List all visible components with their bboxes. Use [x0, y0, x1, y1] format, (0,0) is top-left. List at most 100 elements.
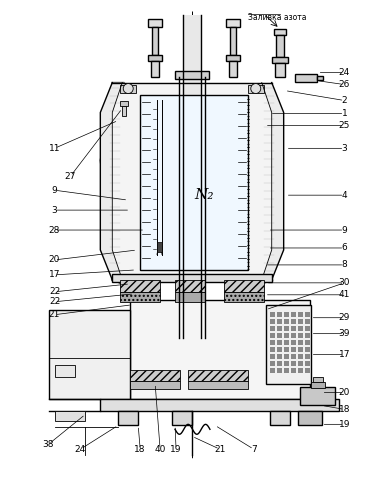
Bar [224, 280, 264, 292]
Bar [284, 326, 289, 331]
Bar [305, 326, 310, 331]
Text: 25: 25 [339, 121, 350, 130]
Bar [277, 312, 282, 317]
Bar [291, 312, 296, 317]
Bar [272, 57, 288, 63]
Bar [284, 319, 289, 324]
Text: 17: 17 [49, 270, 60, 279]
Polygon shape [262, 83, 284, 280]
Bar [298, 368, 303, 372]
Bar [277, 333, 282, 337]
Bar [277, 360, 282, 366]
Bar [56, 364, 75, 376]
Text: 6: 6 [342, 243, 347, 252]
Bar [112, 274, 272, 282]
Bar [120, 292, 160, 302]
Bar [305, 368, 310, 372]
Text: 21: 21 [49, 310, 60, 319]
Bar [100, 399, 339, 411]
Bar [270, 411, 290, 425]
Bar [270, 347, 275, 351]
Bar [298, 411, 321, 425]
Bar [270, 333, 275, 337]
Bar [298, 347, 303, 351]
Bar [311, 383, 324, 388]
Bar [277, 354, 282, 359]
Text: 3: 3 [342, 144, 347, 153]
Bar [270, 319, 275, 324]
Bar [175, 292, 205, 302]
Text: 7: 7 [251, 445, 257, 454]
Bar [120, 100, 128, 107]
Bar [305, 340, 310, 345]
Bar [229, 60, 237, 77]
Text: 3: 3 [51, 205, 57, 215]
Text: 11: 11 [49, 144, 60, 153]
Circle shape [123, 84, 133, 94]
Bar [270, 354, 275, 359]
Bar [130, 300, 310, 399]
Text: 30: 30 [339, 278, 350, 288]
Bar [284, 354, 289, 359]
Bar [277, 319, 282, 324]
Bar [284, 368, 289, 372]
Bar [298, 312, 303, 317]
Polygon shape [100, 83, 122, 280]
Bar [316, 75, 323, 80]
Text: 39: 39 [339, 329, 350, 338]
Bar [152, 27, 158, 55]
Text: 24: 24 [339, 68, 350, 77]
Text: 22: 22 [49, 297, 60, 306]
Bar [277, 347, 282, 351]
Bar [276, 35, 284, 57]
Text: 22: 22 [49, 288, 60, 296]
Bar [305, 333, 310, 337]
Bar [298, 333, 303, 337]
Bar [266, 305, 311, 384]
Text: 9: 9 [342, 226, 347, 235]
Text: 20: 20 [339, 388, 350, 397]
Bar [270, 368, 275, 372]
Text: 8: 8 [342, 261, 347, 269]
Bar [188, 382, 248, 389]
Bar [157, 242, 162, 252]
Polygon shape [100, 83, 124, 280]
Bar [295, 73, 316, 82]
Bar [284, 347, 289, 351]
Text: 21: 21 [214, 445, 225, 454]
Bar [130, 382, 180, 389]
Bar [298, 319, 303, 324]
Text: 17: 17 [339, 350, 350, 359]
Bar [226, 55, 240, 60]
Bar [248, 84, 264, 93]
Bar [274, 29, 286, 35]
Bar [140, 95, 248, 270]
Text: 9: 9 [51, 186, 57, 195]
Bar [275, 63, 285, 77]
Text: 27: 27 [65, 172, 76, 181]
Text: 41: 41 [339, 290, 350, 300]
Bar [305, 347, 310, 351]
Bar [148, 19, 162, 27]
Bar [291, 368, 296, 372]
Bar [305, 319, 310, 324]
Text: 20: 20 [49, 255, 60, 264]
Bar [277, 340, 282, 345]
Bar [188, 370, 248, 382]
Bar [291, 354, 296, 359]
Bar [122, 107, 126, 117]
Text: 26: 26 [339, 80, 350, 89]
Bar [270, 340, 275, 345]
Bar [148, 55, 162, 60]
Bar [130, 370, 180, 382]
Bar [175, 71, 209, 79]
Bar [175, 280, 205, 292]
Text: 19: 19 [170, 445, 182, 454]
Bar [48, 310, 130, 399]
Bar [120, 84, 136, 93]
Bar [172, 411, 192, 425]
Bar [298, 354, 303, 359]
Bar [230, 27, 236, 55]
Bar [284, 360, 289, 366]
Circle shape [251, 84, 261, 94]
